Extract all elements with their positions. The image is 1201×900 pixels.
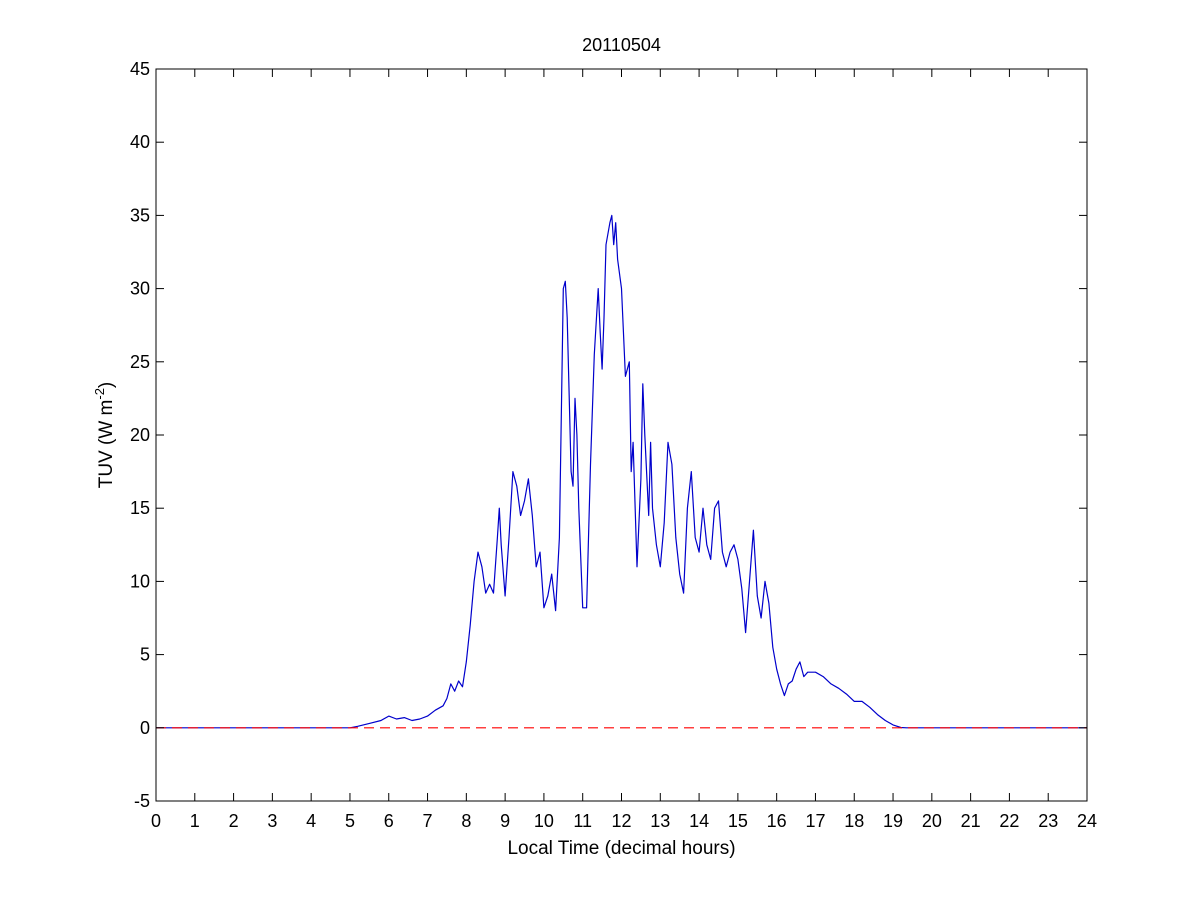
y-tick-label: 25 — [130, 352, 150, 372]
x-tick-label: 12 — [611, 811, 631, 831]
x-tick-label: 3 — [267, 811, 277, 831]
ticks-layer: 0 1 2 3 4 5 6 7 8 9 10 11 12 13 14 15 16 17 18 19 20 21 22 23 24… — [130, 59, 1097, 831]
x-tick-label: 2 — [229, 811, 239, 831]
x-tick-label: 9 — [500, 811, 510, 831]
x-tick-label: 21 — [961, 811, 981, 831]
series-layer — [156, 214, 1087, 729]
chart-title: 20110504 — [582, 35, 661, 55]
y-tick-label: 45 — [130, 59, 150, 79]
x-tick-label: 18 — [844, 811, 864, 831]
y-tick-label: -5 — [134, 791, 150, 811]
x-tick-label: 15 — [728, 811, 748, 831]
x-tick-label: 24 — [1077, 811, 1097, 831]
x-tick-label: 6 — [384, 811, 394, 831]
y-axis-label-sup: -2 — [92, 388, 107, 400]
x-tick-label: 23 — [1038, 811, 1058, 831]
y-axis-label: TUV (W m-2) — [92, 382, 117, 489]
x-tick-label: 5 — [345, 811, 355, 831]
x-tick-label: 11 — [573, 811, 592, 831]
y-tick-label: 10 — [130, 571, 150, 591]
plot-area — [156, 69, 1087, 801]
x-tick-label: 10 — [534, 811, 554, 831]
x-tick-label: 7 — [423, 811, 433, 831]
x-tick-label: 1 — [190, 811, 200, 831]
y-tick-label: 35 — [130, 205, 150, 225]
x-tick-label: 16 — [767, 811, 787, 831]
tuv-series-line — [156, 214, 1087, 729]
plot-frame — [155, 68, 1088, 802]
y-tick-label: 0 — [140, 718, 150, 738]
x-tick-label: 22 — [999, 811, 1019, 831]
y-tick-label: 15 — [130, 498, 150, 518]
x-tick-label: 19 — [883, 811, 903, 831]
y-axis-label-prefix: TUV (W m — [96, 400, 117, 489]
x-axis-label: Local Time (decimal hours) — [507, 838, 735, 859]
x-tick-label: 0 — [151, 811, 161, 831]
x-tick-label: 13 — [650, 811, 670, 831]
x-tick-label: 20 — [922, 811, 942, 831]
y-tick-label: 30 — [130, 279, 150, 299]
x-tick-label: 8 — [461, 811, 471, 831]
y-tick-label: 5 — [140, 645, 150, 665]
x-tick-label: 17 — [805, 811, 825, 831]
y-tick-label: 40 — [130, 132, 150, 152]
y-axis-label-suffix: ) — [96, 382, 117, 388]
y-tick-label: 20 — [130, 425, 150, 445]
x-tick-label: 4 — [306, 811, 316, 831]
x-tick-label: 14 — [689, 811, 709, 831]
